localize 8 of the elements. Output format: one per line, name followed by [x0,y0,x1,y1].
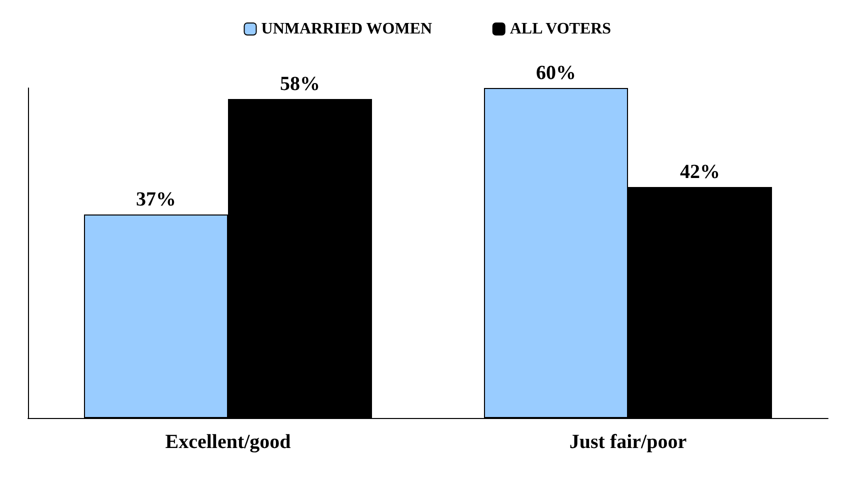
legend-label: ALL VOTERS [510,20,612,38]
data-label: 58% [280,73,320,95]
data-label: 60% [536,62,576,84]
x-tick-label: Just fair/poor [569,431,687,453]
data-label: 42% [680,161,720,183]
data-label: 37% [136,188,176,210]
legend-label: UNMARRIED WOMEN [261,20,433,38]
x-tick-label: Excellent/good [165,431,291,453]
